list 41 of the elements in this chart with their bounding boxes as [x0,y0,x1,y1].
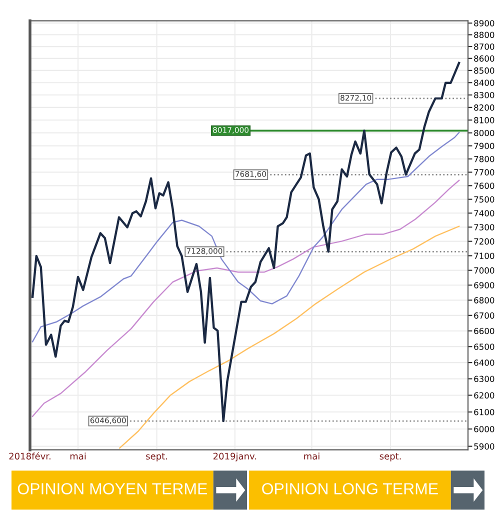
y-tick-label: 7600 [474,182,494,189]
y-tick-label: 6500 [474,344,494,350]
y-tick-label: 6900 [474,282,494,288]
y-tick-label: 6600 [474,328,494,334]
y-tick-label: 8600 [474,55,494,62]
y-tick-label: 8100 [474,117,494,124]
y-tick-label: 7400 [474,210,494,216]
y-tick-label: 8500 [474,67,494,74]
y-tick-label: 8000 [474,130,494,136]
y-tick-label: 8300 [474,92,494,98]
text: OPINION MOYEN TERME [18,483,208,494]
x-tick-label: mai [70,452,86,460]
y-tick-label: 7200 [474,238,494,245]
y-tick-label: 5900 [474,443,494,450]
y-tick-label: 7900 [474,142,494,150]
y-tick-label: 6000 [474,426,494,432]
x-tick-label: 2019janv. [213,452,256,462]
y-tick-label: 8700 [474,43,494,50]
x-tick-label: sept. [146,453,168,462]
y-tick-label: 7000 [474,267,494,274]
y-tick-label: 6400 [474,360,494,366]
y-tick-label: 8400 [474,80,494,86]
y-tick-label: 7300 [474,224,494,230]
y-tick-label: 8200 [474,104,494,111]
y-tick-label: 6200 [474,392,494,399]
y-tick-label: 6100 [474,408,494,416]
y-tick-label: 7700 [474,169,494,176]
line-series [31,62,460,422]
y-tick-label: 7500 [474,196,494,203]
y-tick-label: 7100 [474,252,494,259]
y-tick-label: 6700 [474,312,494,319]
x-tick-label: mai [304,452,320,460]
text: OPINION LONG TERME [262,483,438,494]
x-tick-label: sept. [380,453,401,462]
y-tick-label: 6300 [474,376,494,382]
y-tick-label: 7800 [474,156,494,162]
x-tick-label: 2018févr. [9,452,50,460]
y-tick-label: 6800 [474,297,494,304]
y-tick-label: 8800 [474,32,494,38]
y-tick-label: 8900 [474,20,494,26]
line-series [32,180,460,418]
